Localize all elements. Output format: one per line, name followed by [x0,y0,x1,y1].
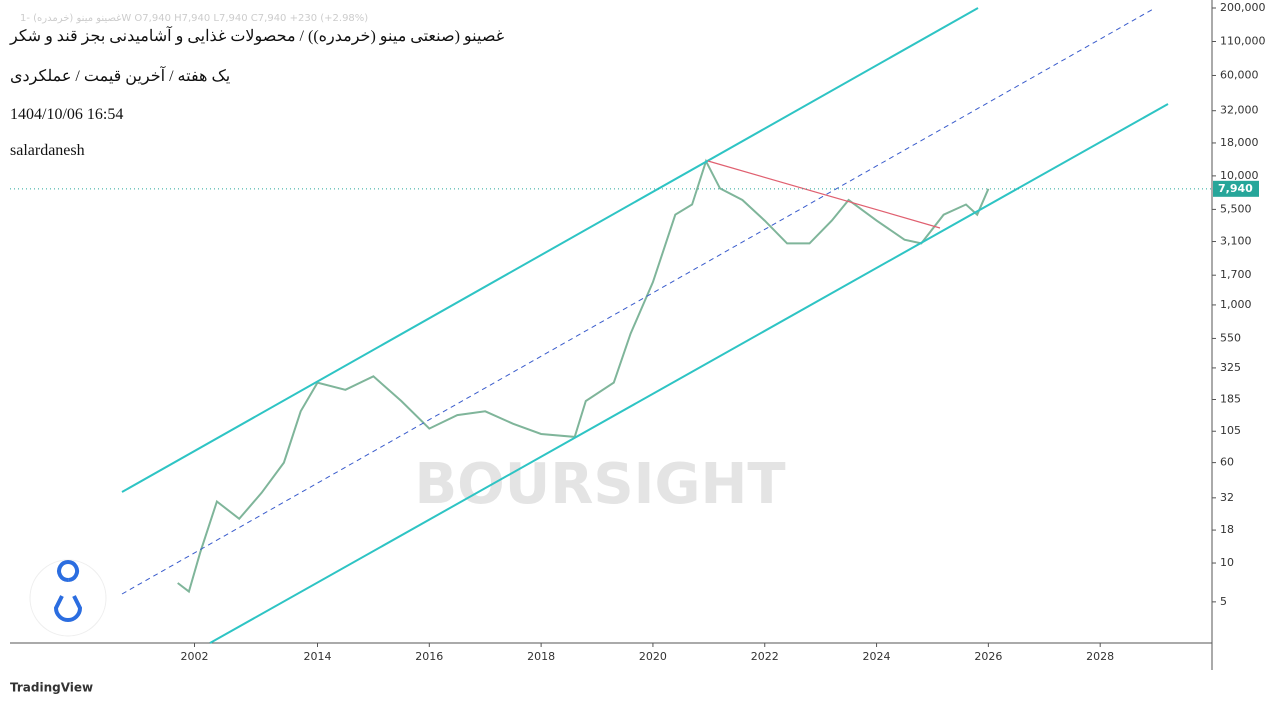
price-line [177,158,990,594]
legend-text: 1- غصینو مینو (خرمدره)W O7,940 H7,940 L7… [20,13,368,24]
title: غصینو (صنعتی مینو (خرمدره)) / محصولات غذ… [10,28,505,45]
x-tick-label: 2026 [974,650,1002,663]
y-tick-label: 60,000 [1220,68,1259,81]
x-tick-label: 2002 [180,650,208,663]
y-tick-label: 10,000 [1220,169,1259,182]
x-tick-label: 2024 [863,650,891,663]
logo-icon [53,560,83,622]
y-tick-label: 32,000 [1220,104,1259,117]
y-tick-label: 325 [1220,361,1241,374]
x-tick-label: 2020 [639,650,667,663]
y-tick-label: 105 [1220,424,1241,437]
channel-top [121,7,979,493]
y-tick-label: 18 [1220,523,1234,536]
footer: TradingView [10,681,93,695]
last-price-box [1213,180,1259,197]
x-tick-label: 2016 [415,650,443,663]
watermark: BOURSIGHT [414,452,785,517]
channel-bottom [209,103,1169,644]
y-tick-label: 200,000 [1220,1,1266,14]
x-tick-label: 2028 [1086,650,1114,663]
author: salardanesh [10,142,85,159]
y-tick-label: 110,000 [1220,35,1266,48]
y-tick-label: 3,100 [1220,235,1252,248]
y-tick-label: 1,700 [1220,268,1252,281]
x-tick-label: 2022 [751,650,779,663]
x-tick-label: 2014 [303,650,331,663]
logo [29,559,107,637]
y-tick-label: 60 [1220,456,1234,469]
y-tick-label: 5 [1220,595,1227,608]
last-price-label: 7,940 [1218,182,1253,195]
trend-line [707,160,941,229]
y-tick-label: 32 [1220,491,1234,504]
subtitle: یک هفته / آخرین قیمت / عملکردی [10,68,231,85]
y-tick-label: 1,000 [1220,298,1252,311]
y-tick-label: 550 [1220,331,1241,344]
y-tick-label: 185 [1220,392,1241,405]
y-tick-label: 18,000 [1220,136,1259,149]
y-tick-label: 10 [1220,556,1234,569]
x-tick-label: 2018 [527,650,555,663]
date: 1404/10/06 16:54 [10,106,124,123]
y-tick-label: 5,500 [1220,202,1252,215]
